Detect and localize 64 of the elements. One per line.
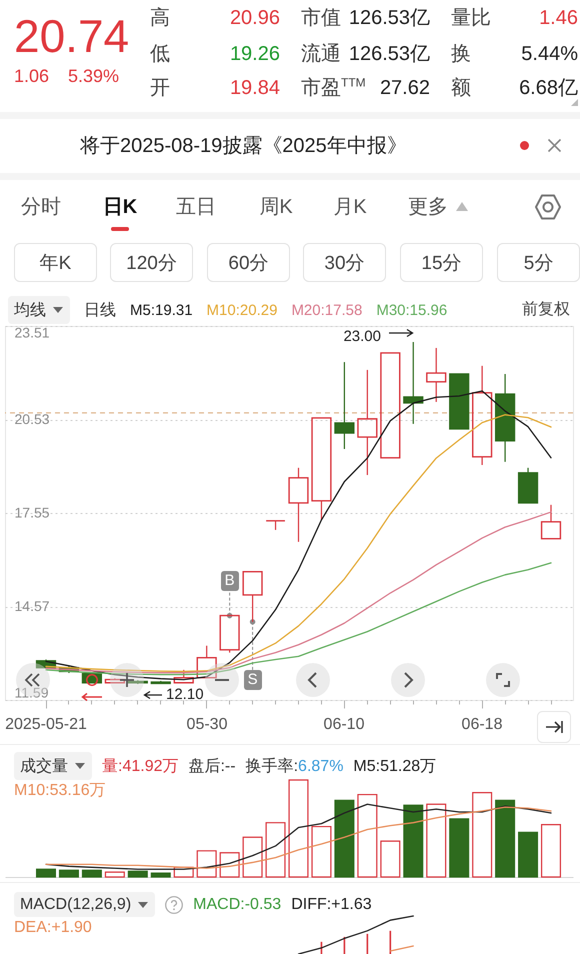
text: 更多 xyxy=(408,195,448,219)
period-button: 60分 xyxy=(207,243,290,282)
text: 盘后:-- xyxy=(188,756,236,776)
period-button: 年K xyxy=(14,243,97,282)
text: DEA:+1.90 xyxy=(14,918,92,938)
text: MACD:-0.53 xyxy=(193,895,282,915)
x-tick-label: 06-18 xyxy=(462,715,502,735)
text: 日K xyxy=(102,195,138,219)
chart-title: 成交量 xyxy=(20,756,68,776)
text: 低 xyxy=(150,42,170,66)
text: 量:41.92万 xyxy=(102,756,178,776)
text: 开 xyxy=(150,76,170,100)
text: 日线 xyxy=(84,300,116,320)
text: 前复权 xyxy=(522,300,570,320)
text: 20.96 xyxy=(230,6,280,30)
text: M20:17.58 xyxy=(291,302,362,318)
text: 1.46 xyxy=(539,6,578,30)
text: 额 xyxy=(451,76,471,100)
text: 换 xyxy=(451,42,471,66)
text: 126.53亿 xyxy=(348,6,430,30)
x-tick-label: 06-10 xyxy=(324,715,364,735)
text: 20.74 xyxy=(14,9,130,64)
annotation: S xyxy=(244,670,262,690)
text: M10:20.29 xyxy=(206,302,278,318)
text: 126.53亿 xyxy=(348,42,430,66)
text: 19.26 xyxy=(230,42,280,66)
x-tick-label: 05-30 xyxy=(186,715,228,735)
text: 将于2025-08-19披露《2025年中报》 xyxy=(80,134,407,158)
x-tick-label: 2025-05-21 xyxy=(5,715,87,735)
text: 周K xyxy=(259,195,293,219)
text: 高 xyxy=(150,6,170,30)
text: 量比 xyxy=(451,6,491,30)
text: 流通 xyxy=(301,42,341,66)
period-button: 120分 xyxy=(110,243,193,282)
text: M5:19.31 xyxy=(130,302,193,318)
y-tick-label: 11.59 xyxy=(14,684,49,700)
text: 均线 xyxy=(14,300,46,320)
period-button: 5分 xyxy=(497,243,580,282)
text: 19.84 xyxy=(230,76,280,100)
text: 1.06 xyxy=(14,66,50,88)
text: 市盈$^{TTM}$ xyxy=(301,75,366,100)
annotation: 23.00 xyxy=(343,328,381,346)
text: 月K xyxy=(333,195,367,219)
text: 五日 xyxy=(176,195,216,219)
y-tick-label: 23.51 xyxy=(14,324,50,340)
text: 5.39% xyxy=(68,66,120,88)
text: 6.68亿 xyxy=(519,76,578,100)
period-button: 30分 xyxy=(303,243,386,282)
annotation: B xyxy=(220,570,239,591)
y-tick-label: 14.57 xyxy=(14,598,50,614)
text: M30:15.96 xyxy=(376,302,448,318)
chart-title: MACD(12,26,9) xyxy=(20,895,132,915)
text: 5.44% xyxy=(521,42,578,66)
y-tick-label: 20.53 xyxy=(14,411,50,427)
text: 分时 xyxy=(21,195,61,219)
text: 换手率:6.87% xyxy=(246,756,344,776)
text: M5:51.28万 xyxy=(353,756,436,776)
period-button: 15分 xyxy=(400,243,483,282)
annotation: 12.10 xyxy=(166,686,204,704)
text: 市值 xyxy=(301,6,341,30)
y-tick-label: 17.55 xyxy=(14,504,50,520)
text: M10:53.16万 xyxy=(14,781,106,801)
series-label: DIFF:+1.63 xyxy=(291,895,372,915)
text: 27.62 xyxy=(380,76,430,100)
